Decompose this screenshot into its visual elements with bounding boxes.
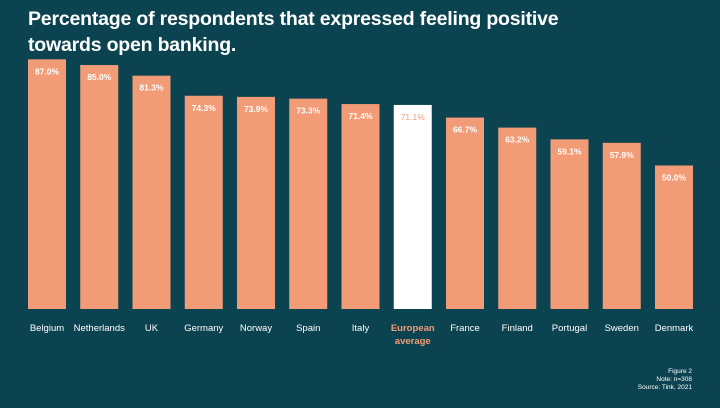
- chart-title: Percentage of respondents that expressed…: [28, 8, 559, 56]
- category-label-italy: Italy: [352, 323, 370, 334]
- bar-european-average: [393, 104, 432, 310]
- category-label-denmark: Denmark: [655, 323, 694, 334]
- value-label-netherlands: 85.0%: [87, 72, 112, 82]
- value-label-italy: 71.4%: [348, 111, 373, 121]
- bar-spain: [289, 98, 328, 309]
- category-label-belgium: Belgium: [30, 323, 64, 334]
- sample-note: Note: n=308: [656, 376, 692, 383]
- bar-norway: [237, 96, 275, 309]
- value-label-france: 66.7%: [453, 125, 478, 135]
- bar-portugal: [550, 139, 589, 309]
- bar-denmark: [655, 165, 693, 309]
- value-label-denmark: 50.0%: [662, 173, 687, 183]
- source-note: Source: Tink, 2021: [637, 384, 692, 391]
- value-label-belgium: 87.0%: [35, 66, 60, 76]
- bar-netherlands: [80, 65, 119, 309]
- figure-number: Figure 2: [668, 368, 692, 375]
- category-label-norway: Norway: [240, 323, 272, 334]
- value-label-portugal: 59.1%: [557, 146, 582, 156]
- category-label-european-average: European average: [391, 323, 435, 347]
- bar-germany: [184, 95, 223, 309]
- category-label-portugal: Portugal: [552, 323, 587, 334]
- bar-belgium: [28, 59, 66, 310]
- category-label-spain: Spain: [296, 323, 320, 334]
- value-label-sweden: 57.9%: [610, 150, 635, 160]
- category-label-netherlands: Netherlands: [74, 323, 125, 334]
- category-label-france: France: [450, 323, 480, 334]
- value-label-european-average: 71.1%: [401, 112, 426, 122]
- bar-finland: [498, 127, 537, 309]
- category-label-finland: Finland: [502, 323, 533, 334]
- bar-sweden: [602, 142, 641, 309]
- bar-france: [446, 117, 484, 309]
- value-label-norway: 73.9%: [244, 104, 269, 114]
- value-label-uk: 81.3%: [139, 83, 164, 93]
- category-label-germany: Germany: [184, 323, 223, 334]
- value-label-spain: 73.3%: [296, 106, 321, 116]
- bar-uk: [132, 75, 171, 309]
- chart-footer: Figure 2 Note: n=308 Source: Tink, 2021: [638, 368, 692, 392]
- value-label-finland: 63.2%: [505, 135, 530, 145]
- category-label-sweden: Sweden: [605, 323, 639, 334]
- value-label-germany: 74.3%: [192, 103, 217, 113]
- bar-italy: [341, 104, 380, 309]
- category-label-uk: UK: [145, 323, 159, 334]
